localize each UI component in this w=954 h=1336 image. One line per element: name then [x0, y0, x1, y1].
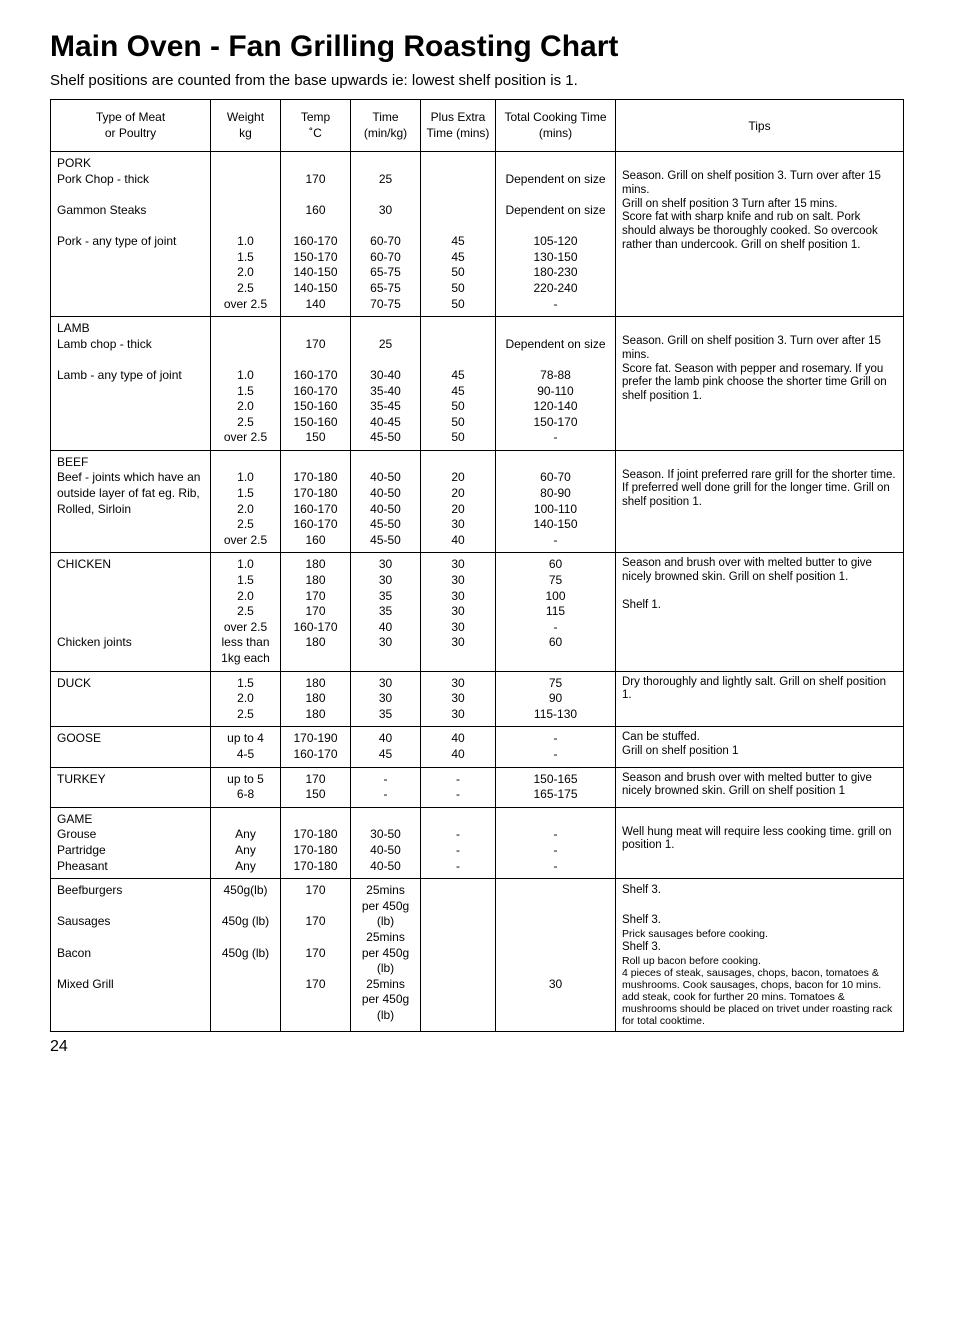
- cell-weight: 1.0 1.5 2.0 2.5 over 2.5 less than 1kg e…: [211, 553, 281, 671]
- cell-time: 40 45: [351, 727, 421, 767]
- cell-total: Dependent on size 78-88 90-110 120-140 1…: [496, 317, 616, 451]
- cell-tips: Shelf 3. Shelf 3.Prick sausages before c…: [616, 879, 904, 1032]
- cell-time: 30 30 35 35 40 30: [351, 553, 421, 671]
- table-row: Beefburgers Sausages Bacon Mixed Grill45…: [51, 879, 904, 1032]
- page-title: Main Oven - Fan Grilling Roasting Chart: [50, 30, 904, 64]
- cell-weight: up to 5 6-8: [211, 767, 281, 807]
- cell: 170 170 170 170: [281, 879, 351, 1032]
- cell-plus: - -: [421, 767, 496, 807]
- cell-total: 75 90 115-130: [496, 671, 616, 727]
- cell-temp: 170 150: [281, 767, 351, 807]
- table-row: TURKEYup to 5 6-8170 150- -- -150-165 16…: [51, 767, 904, 807]
- cell-total: 60-70 80-90 100-110 140-150 -: [496, 450, 616, 553]
- cell-weight: 1.0 1.5 2.0 2.5 over 2.5: [211, 317, 281, 451]
- table-row: GOOSEup to 4 4-5170-190 160-17040 4540 4…: [51, 727, 904, 767]
- cell-temp: 170-180 170-180 170-180: [281, 807, 351, 878]
- cell-tips: Well hung meat will require less cooking…: [616, 807, 904, 878]
- cell-tips: Season. Grill on shelf position 3. Turn …: [616, 152, 904, 317]
- table-row: LAMB Lamb chop - thick Lamb - any type o…: [51, 317, 904, 451]
- header-weight: Weight kg: [211, 100, 281, 152]
- cell-plus: 45 45 50 50 50: [421, 152, 496, 317]
- table-row: PORK Pork Chop - thick Gammon Steaks Por…: [51, 152, 904, 317]
- cell: 450g(lb) 450g (lb) 450g (lb): [211, 879, 281, 1032]
- cell-time: 30-50 40-50 40-50: [351, 807, 421, 878]
- header-time: Time (min/kg): [351, 100, 421, 152]
- cell-plus: 30 30 30: [421, 671, 496, 727]
- cell-temp: 170-180 170-180 160-170 160-170 160: [281, 450, 351, 553]
- cell-weight: Any Any Any: [211, 807, 281, 878]
- cell-tips: Dry thoroughly and lightly salt. Grill o…: [616, 671, 904, 727]
- cell-total: Dependent on size Dependent on size 105-…: [496, 152, 616, 317]
- cell-meat: CHICKEN Chicken joints: [51, 553, 211, 671]
- cell-meat: BEEF Beef - joints which have an outside…: [51, 450, 211, 553]
- cell-meat: DUCK: [51, 671, 211, 727]
- table-row: DUCK1.5 2.0 2.5180 180 18030 30 3530 30 …: [51, 671, 904, 727]
- cell-weight: 1.5 2.0 2.5: [211, 671, 281, 727]
- subtitle-text: Shelf positions are counted from the bas…: [50, 72, 904, 89]
- cell-time: 30 30 35: [351, 671, 421, 727]
- header-plus: Plus Extra Time (mins): [421, 100, 496, 152]
- table-header-row: Type of Meat or Poultry Weight kg Temp ˚…: [51, 100, 904, 152]
- cell: Beefburgers Sausages Bacon Mixed Grill: [51, 879, 211, 1032]
- cell-time: 25 30 60-70 60-70 65-75 65-75 70-75: [351, 152, 421, 317]
- cell-tips: Season. If joint preferred rare grill fo…: [616, 450, 904, 553]
- cell-meat: LAMB Lamb chop - thick Lamb - any type o…: [51, 317, 211, 451]
- cell-plus: 30 30 30 30 30 30: [421, 553, 496, 671]
- header-tips: Tips: [616, 100, 904, 152]
- cell-total: - -: [496, 727, 616, 767]
- cell-total: 150-165 165-175: [496, 767, 616, 807]
- cell-temp: 170 160 160-170 150-170 140-150 140-150 …: [281, 152, 351, 317]
- cell: [421, 879, 496, 1032]
- page-number: 24: [50, 1038, 904, 1056]
- cell-temp: 180 180 180: [281, 671, 351, 727]
- cell-temp: 170-190 160-170: [281, 727, 351, 767]
- cell-time: 40-50 40-50 40-50 45-50 45-50: [351, 450, 421, 553]
- cell-plus: 40 40: [421, 727, 496, 767]
- header-temp: Temp ˚C: [281, 100, 351, 152]
- cell-tips: Season. Grill on shelf position 3. Turn …: [616, 317, 904, 451]
- cell-temp: 180 180 170 170 160-170 180: [281, 553, 351, 671]
- cell-meat: PORK Pork Chop - thick Gammon Steaks Por…: [51, 152, 211, 317]
- cell-plus: - - -: [421, 807, 496, 878]
- cell-temp: 170 160-170 160-170 150-160 150-160 150: [281, 317, 351, 451]
- table-row: GAME Grouse Partridge Pheasant Any Any A…: [51, 807, 904, 878]
- cell-weight: up to 4 4-5: [211, 727, 281, 767]
- header-total: Total Cooking Time (mins): [496, 100, 616, 152]
- roasting-chart-table: Type of Meat or Poultry Weight kg Temp ˚…: [50, 99, 904, 1032]
- table-row: CHICKEN Chicken joints1.0 1.5 2.0 2.5 ov…: [51, 553, 904, 671]
- cell-meat: TURKEY: [51, 767, 211, 807]
- cell-tips: Season and brush over with melted butter…: [616, 767, 904, 807]
- cell-time: 25 30-40 35-40 35-45 40-45 45-50: [351, 317, 421, 451]
- cell-total: - - -: [496, 807, 616, 878]
- cell-meat: GOOSE: [51, 727, 211, 767]
- cell-total: 60 75 100 115 - 60: [496, 553, 616, 671]
- cell-meat: GAME Grouse Partridge Pheasant: [51, 807, 211, 878]
- cell-plus: 20 20 20 30 40: [421, 450, 496, 553]
- cell-tips: Can be stuffed. Grill on shelf position …: [616, 727, 904, 767]
- cell-plus: 45 45 50 50 50: [421, 317, 496, 451]
- table-row: BEEF Beef - joints which have an outside…: [51, 450, 904, 553]
- cell-time: - -: [351, 767, 421, 807]
- cell-weight: 1.0 1.5 2.0 2.5 over 2.5: [211, 450, 281, 553]
- cell: 25mins per 450g (lb) 25mins per 450g (lb…: [351, 879, 421, 1032]
- cell: 30: [496, 879, 616, 1032]
- header-meat: Type of Meat or Poultry: [51, 100, 211, 152]
- cell-tips: Season and brush over with melted butter…: [616, 553, 904, 671]
- cell-weight: 1.0 1.5 2.0 2.5 over 2.5: [211, 152, 281, 317]
